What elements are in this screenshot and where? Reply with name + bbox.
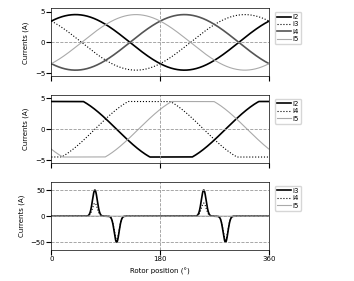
Y-axis label: Currents (A): Currents (A) <box>23 21 29 64</box>
Y-axis label: Currents (A): Currents (A) <box>23 108 29 150</box>
Legend: i3, i4, i5: i3, i4, i5 <box>275 186 301 211</box>
Y-axis label: Currents (A): Currents (A) <box>18 195 25 237</box>
Legend: i2, i3, i4, i5: i2, i3, i4, i5 <box>275 12 301 44</box>
X-axis label: Rotor position (°): Rotor position (°) <box>130 268 190 275</box>
Legend: i2, i4, i5: i2, i4, i5 <box>275 99 301 124</box>
